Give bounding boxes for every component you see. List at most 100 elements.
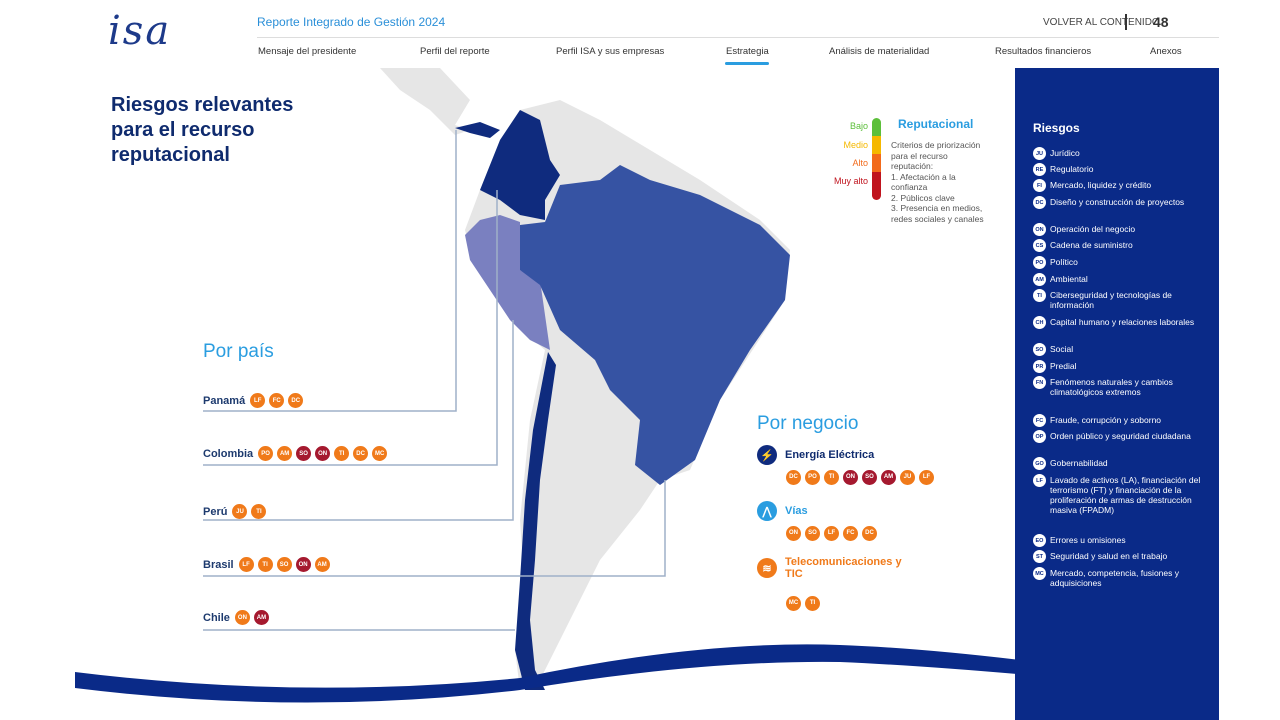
back-to-contents-link[interactable]: VOLVER AL CONTENIDO <box>1043 17 1160 28</box>
risk-label: Ambiental <box>1050 274 1088 284</box>
isa-logo[interactable]: isa <box>108 8 172 54</box>
risk-badge-ju: JU <box>232 504 248 519</box>
risk-badge-on: ON <box>234 610 250 625</box>
criteria-line: 3. Presencia en medios, <box>891 203 983 213</box>
risk-item-op: OP Orden público y seguridad ciudadana <box>1033 430 1203 443</box>
nav-anexos[interactable]: Anexos <box>1150 46 1182 57</box>
risk-item-ju: JU Jurídico <box>1033 147 1203 160</box>
lightning-icon: ⚡ <box>757 445 777 465</box>
criteria-line: redes sociales y canales <box>891 213 984 224</box>
country-row: Perú JU TI <box>203 504 270 519</box>
business-name: Energía Eléctrica <box>785 449 875 461</box>
map-brazil <box>520 165 790 485</box>
business-3: ≋ Telecomunicaciones y TIC <box>757 556 905 580</box>
title-line: Riesgos relevantes <box>111 94 294 116</box>
nav-perfil-isa[interactable]: Perfil ISA y sus empresas <box>556 46 665 57</box>
wifi-icon: ≋ <box>757 558 777 578</box>
risk-badge-dc: DC <box>288 393 304 408</box>
business-risk-row: DC PO TI ON SO AM JU LF <box>786 465 938 485</box>
criteria-line: 1. Afectación a la <box>891 171 956 182</box>
risk-label: Seguridad y salud en el trabajo <box>1050 551 1168 561</box>
nav-perfil-reporte[interactable]: Perfil del reporte <box>420 46 490 57</box>
risk-label: Errores u omisiones <box>1050 535 1126 545</box>
risk-badge-fc: FC <box>269 393 285 408</box>
risk-item-cs: CS Cadena de suministro <box>1033 239 1203 252</box>
risk-badge-so: SO <box>276 557 292 572</box>
risk-label: Mercado, liquidez y crédito <box>1050 180 1152 190</box>
report-title: Reporte Integrado de Gestión 2024 <box>257 15 446 29</box>
legend-criteria: Criterios de priorización para el recurs… <box>891 140 984 224</box>
title-line: para el recurso <box>111 119 255 141</box>
risk-code-badge: FC <box>1033 414 1046 427</box>
risk-label: Lavado de activos (LA), financiación del… <box>1050 475 1201 515</box>
title-line: reputacional <box>111 144 230 166</box>
risk-item-fn: FN Fenómenos naturales y cambios climatol… <box>1033 376 1203 397</box>
level-alto: Alto <box>852 158 868 168</box>
risk-code-badge: OP <box>1033 430 1046 443</box>
country-name: Panamá <box>203 394 246 407</box>
risk-label: Mercado, competencia, fusiones y adquisi… <box>1050 568 1179 588</box>
risk-badge-so: SO <box>296 446 312 461</box>
business-risk-row: MC TI <box>786 591 824 611</box>
risk-label: Social <box>1050 344 1074 354</box>
risk-badge-dc: DC <box>786 469 801 485</box>
nav-resultados[interactable]: Resultados financieros <box>995 46 1092 57</box>
risk-badge-on: ON <box>786 525 801 541</box>
country-row: Panamá LF FC DC <box>203 393 307 408</box>
business-name: Telecomunicaciones y TIC <box>785 556 902 580</box>
risk-badge-am: AM <box>277 446 293 461</box>
risk-code-badge: LF <box>1033 474 1046 487</box>
country-name: Brasil <box>203 558 234 571</box>
active-nav-indicator <box>725 62 769 65</box>
risk-item-re: RE Regulatorio <box>1033 163 1203 176</box>
risk-badge-on: ON <box>295 557 311 572</box>
risk-item-mc: MC Mercado, competencia, fusiones y adqui… <box>1033 567 1203 588</box>
business-1: ⚡ Energía Eléctrica <box>757 445 874 465</box>
nav-materialidad[interactable]: Análisis de materialidad <box>829 46 930 57</box>
country-name: Perú <box>203 505 228 518</box>
nav-mensaje[interactable]: Mensaje del presidente <box>258 46 357 57</box>
risk-item-po: PO Político <box>1033 256 1203 269</box>
risk-badge-ju: JU <box>900 469 915 485</box>
risk-badge-am: AM <box>314 557 330 572</box>
risk-badge-dc: DC <box>862 525 877 541</box>
risk-code-badge: CS <box>1033 239 1046 252</box>
risk-label: Regulatorio <box>1050 164 1094 174</box>
risk-item-lf: LF Lavado de activos (LA), financiación d… <box>1033 474 1203 515</box>
risk-item-pr: PR Predial <box>1033 360 1203 373</box>
business-risk-row: ON SO LF FC DC <box>786 521 881 541</box>
risk-badge-so: SO <box>805 525 820 541</box>
map-peru <box>465 215 550 350</box>
risk-item-go: GO Gobernabilidad <box>1033 457 1203 470</box>
criteria-line: confianza <box>891 182 928 192</box>
criteria-line: Criterios de priorización <box>891 140 981 150</box>
risk-code-badge: FI <box>1033 179 1046 192</box>
country-row: Chile ON AM <box>203 610 273 625</box>
legend-title: Reputacional <box>898 117 974 131</box>
risk-badge-lf: LF <box>238 557 254 572</box>
map-colombia <box>480 110 560 220</box>
risk-badge-po: PO <box>805 469 820 485</box>
level-muy-alto: Muy alto <box>833 176 868 186</box>
level-medio: Medio <box>843 140 868 150</box>
nav-estrategia[interactable]: Estrategia <box>726 46 769 57</box>
risk-code-badge: RE <box>1033 163 1046 176</box>
risk-code-badge: TI <box>1033 289 1046 302</box>
criteria-line: reputación: <box>891 161 934 171</box>
risk-code-badge: JU <box>1033 147 1046 160</box>
risk-label: Operación del negocio <box>1050 224 1136 234</box>
risk-badge-po: PO <box>258 446 274 461</box>
slide-title: Riesgos relevantes para el recurso reput… <box>111 93 293 168</box>
risk-code-badge: FN <box>1033 376 1046 389</box>
risk-code-badge: ON <box>1033 223 1046 236</box>
risk-label: Político <box>1050 257 1078 267</box>
risk-label: Cadena de suministro <box>1050 240 1133 250</box>
risk-code-badge: CH <box>1033 316 1046 329</box>
risk-code-badge: AM <box>1033 273 1046 286</box>
risk-label: Diseño y construcción de proyectos <box>1050 197 1185 207</box>
map-chile <box>515 352 556 690</box>
risk-badge-lf: LF <box>824 525 839 541</box>
road-icon: ⋀ <box>757 501 777 521</box>
risk-badge-ti: TI <box>257 557 273 572</box>
